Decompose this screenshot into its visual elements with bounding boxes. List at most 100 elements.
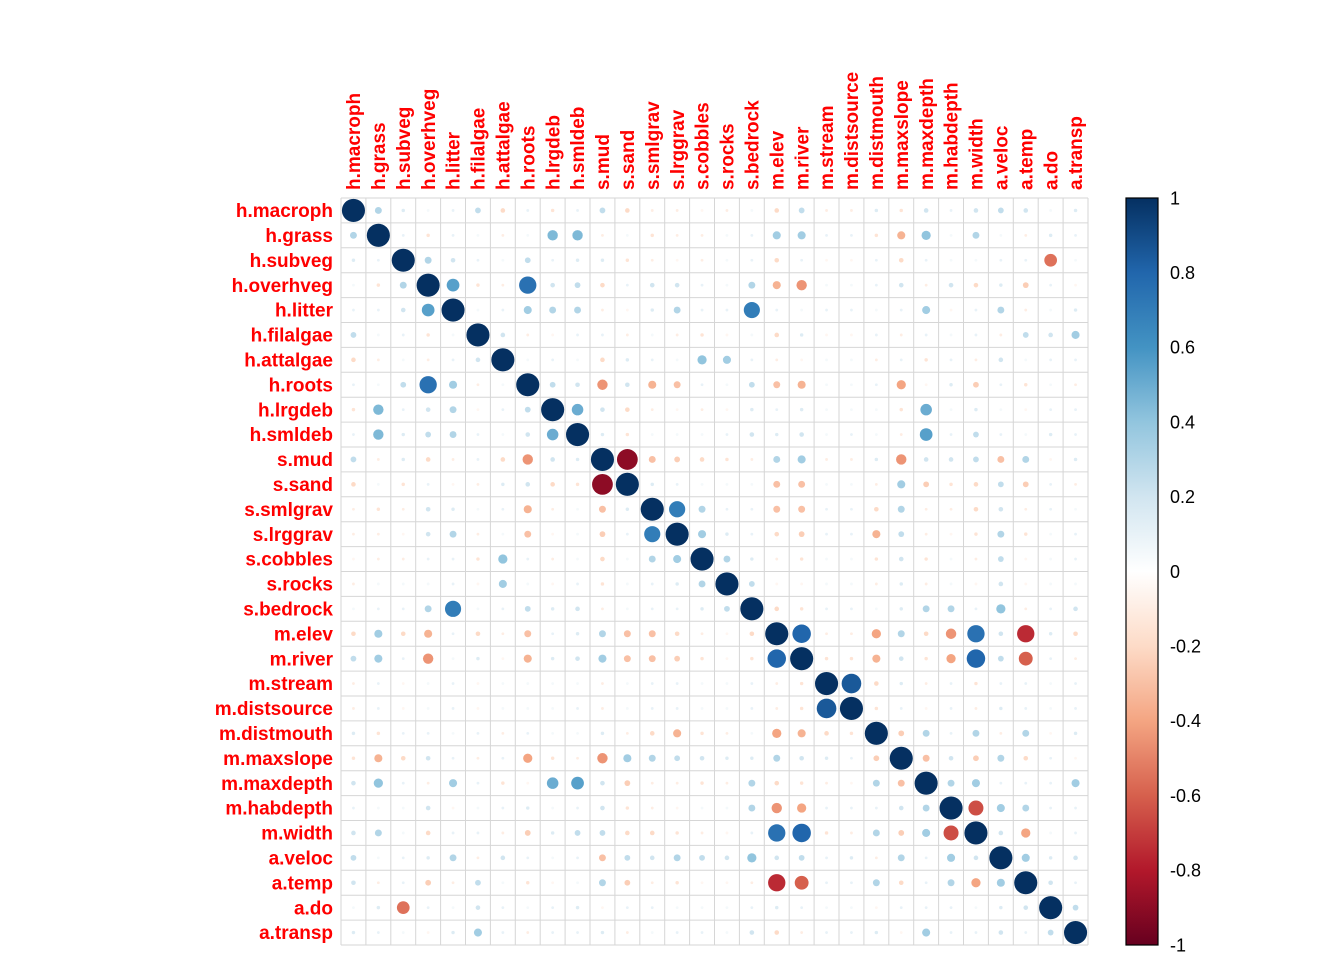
corr-circle bbox=[1049, 308, 1053, 312]
corr-circle bbox=[798, 480, 806, 488]
corr-circle bbox=[998, 506, 1004, 512]
corr-circle bbox=[551, 682, 555, 685]
corr-circle bbox=[551, 557, 555, 561]
corr-circle bbox=[725, 507, 729, 511]
corr-circle bbox=[400, 381, 407, 388]
corr-circle bbox=[522, 454, 533, 465]
corr-circle bbox=[551, 856, 555, 860]
corr-circle bbox=[796, 279, 807, 291]
colorbar-tick-label: 1 bbox=[1170, 188, 1180, 208]
corr-circle bbox=[376, 383, 380, 387]
corr-circle bbox=[968, 800, 984, 816]
corr-circle bbox=[699, 854, 705, 861]
corr-circle bbox=[549, 381, 556, 388]
corr-circle bbox=[426, 682, 430, 685]
corr-circle bbox=[874, 506, 879, 512]
colorbar-tick-label: 0.8 bbox=[1170, 263, 1195, 283]
corr-circle bbox=[897, 779, 905, 787]
corr-circle bbox=[1049, 806, 1053, 810]
corr-circle bbox=[501, 433, 505, 436]
corr-circle bbox=[825, 358, 828, 362]
corr-circle bbox=[401, 657, 405, 661]
corr-circle bbox=[426, 731, 430, 735]
corr-circle bbox=[723, 555, 731, 563]
corr-circle bbox=[815, 672, 839, 696]
corr-circle bbox=[775, 557, 779, 561]
corr-circle bbox=[798, 207, 805, 214]
corr-circle bbox=[352, 682, 355, 685]
corr-circle bbox=[724, 855, 730, 861]
corr-circle bbox=[874, 607, 878, 611]
corr-circle bbox=[725, 682, 729, 685]
corr-circle bbox=[669, 501, 686, 518]
corr-circle bbox=[825, 283, 828, 287]
corr-circle bbox=[576, 707, 579, 710]
corr-circle bbox=[1048, 432, 1053, 437]
corr-circle bbox=[1049, 283, 1053, 287]
corr-circle bbox=[949, 557, 953, 561]
corr-circle bbox=[501, 831, 505, 835]
corr-circle bbox=[700, 383, 704, 387]
corr-circle bbox=[998, 631, 1004, 637]
corr-circle bbox=[426, 906, 430, 910]
corr-circle bbox=[501, 258, 505, 262]
corr-circle bbox=[700, 906, 704, 910]
corr-circle bbox=[625, 707, 629, 710]
corr-circle bbox=[597, 753, 608, 764]
corr-circle bbox=[974, 681, 978, 686]
corr-circle bbox=[601, 607, 604, 611]
corr-circle bbox=[549, 306, 557, 314]
corr-circle bbox=[501, 632, 505, 636]
corr-circle bbox=[374, 754, 383, 763]
corr-circle bbox=[376, 707, 380, 710]
corr-circle bbox=[576, 582, 579, 586]
corr-circle bbox=[601, 233, 604, 237]
corr-circle bbox=[1072, 904, 1079, 911]
corr-circle bbox=[625, 830, 630, 836]
corr-circle bbox=[373, 778, 383, 788]
corr-circle bbox=[1024, 308, 1028, 312]
corr-circle bbox=[523, 505, 532, 514]
corr-circle bbox=[476, 408, 480, 412]
corr-circle bbox=[376, 333, 380, 337]
corr-circle bbox=[501, 756, 505, 760]
corr-circle bbox=[768, 874, 786, 892]
corr-circle bbox=[850, 881, 853, 885]
corr-circle bbox=[625, 607, 629, 611]
variable-labels: h.macrophh.macrophh.grassh.grassh.subveg… bbox=[215, 72, 1087, 944]
corr-circle bbox=[1048, 233, 1053, 238]
corr-circle bbox=[551, 532, 555, 536]
column-label: a.do bbox=[1041, 151, 1062, 190]
corr-circle bbox=[725, 831, 729, 835]
column-label: s.mud bbox=[593, 134, 614, 190]
corr-circle bbox=[351, 631, 356, 637]
column-label: m.width bbox=[967, 118, 988, 190]
corr-circle bbox=[576, 731, 579, 735]
column-label: m.maxslope bbox=[892, 80, 913, 190]
corr-circle bbox=[850, 507, 853, 511]
corr-circle bbox=[748, 381, 755, 388]
corr-circle bbox=[598, 505, 606, 513]
corr-circle bbox=[748, 281, 756, 289]
corr-circle bbox=[590, 447, 614, 472]
corr-circle bbox=[999, 781, 1003, 785]
corr-circle bbox=[675, 433, 679, 436]
corr-circle bbox=[725, 457, 729, 462]
corr-circle bbox=[476, 682, 480, 685]
corr-circle bbox=[1049, 209, 1053, 212]
column-label: m.maxdepth bbox=[917, 78, 938, 190]
corr-circle bbox=[700, 731, 704, 736]
corr-circle bbox=[476, 582, 480, 586]
corr-circle bbox=[700, 707, 704, 710]
column-label: m.elev bbox=[767, 130, 788, 190]
corr-circle bbox=[600, 582, 605, 586]
corr-circle bbox=[675, 333, 679, 337]
corr-circle bbox=[949, 707, 953, 710]
corr-circle bbox=[525, 432, 531, 437]
corr-circle bbox=[376, 881, 380, 885]
corr-circle bbox=[400, 631, 406, 637]
corr-circle bbox=[425, 805, 431, 811]
corr-circle bbox=[1024, 931, 1028, 934]
corr-circle bbox=[725, 731, 729, 735]
corr-circle bbox=[674, 282, 680, 288]
